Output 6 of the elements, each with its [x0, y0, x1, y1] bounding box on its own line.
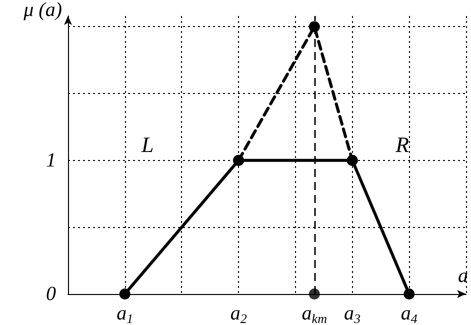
y-tick-label: 1 — [46, 149, 56, 172]
y-axis-title: μ (a) — [22, 0, 62, 21]
annotation: R — [394, 132, 410, 158]
x-axis-title: a — [458, 265, 468, 287]
y-tick-label: 0 — [46, 283, 56, 305]
annotation: L — [140, 132, 154, 158]
